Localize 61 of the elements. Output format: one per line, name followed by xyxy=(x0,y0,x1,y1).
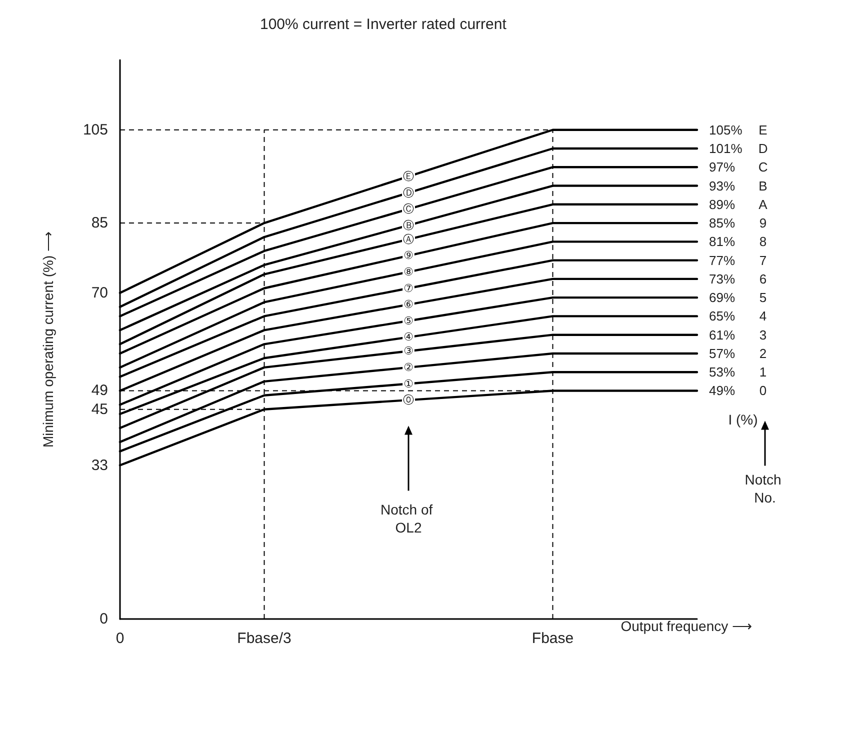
annotation: Ⓓ xyxy=(403,186,414,200)
annotation: Ⓐ xyxy=(403,232,414,246)
series-label: 93% xyxy=(709,178,736,194)
series-label: 81% xyxy=(709,234,736,250)
text: D xyxy=(758,141,768,156)
text: 5 xyxy=(759,290,767,306)
series-label: 101% xyxy=(709,141,743,156)
text: 2 xyxy=(759,346,767,361)
text: A xyxy=(758,196,768,212)
text: Notch No. xyxy=(744,472,786,506)
annotation: ⑧ xyxy=(404,265,414,278)
series-label: 49% xyxy=(709,383,736,398)
y-tick-label: 45 xyxy=(91,400,108,418)
text: I (%) xyxy=(728,412,758,428)
text: 8 xyxy=(759,234,767,250)
y-tick-label: 0 xyxy=(100,610,108,628)
y-tick-label: 70 xyxy=(91,284,108,302)
text: C xyxy=(758,160,768,175)
chart-title: 100% current = Inverter rated current xyxy=(260,16,508,33)
series-label: 73% xyxy=(709,271,736,286)
series-label: 89% xyxy=(709,196,736,212)
annotation: ④ xyxy=(404,330,414,344)
annotation: Ⓒ xyxy=(403,202,414,216)
x-axis-title: Output frequency ⟶ xyxy=(620,618,752,634)
text: 1 xyxy=(759,364,767,380)
text: B xyxy=(758,178,768,194)
series-label: 85% xyxy=(709,216,736,231)
series-label: 57% xyxy=(709,346,736,361)
annotation: ⑨ xyxy=(404,249,414,262)
annotation: ⑦ xyxy=(404,282,414,295)
y-tick-label: 105 xyxy=(82,121,108,138)
series-label: 61% xyxy=(709,327,736,342)
annotation: ① xyxy=(404,377,414,390)
annotation: ② xyxy=(404,360,414,374)
series-label: 69% xyxy=(709,290,736,306)
series-label: 77% xyxy=(709,252,736,268)
x-tick-label: Fbase xyxy=(532,630,574,647)
annotation: ⑤ xyxy=(404,314,414,328)
x-tick-label: 0 xyxy=(116,630,124,647)
y-tick-label: 85 xyxy=(91,214,108,232)
text: 0 xyxy=(759,383,767,398)
annotation: Ⓑ xyxy=(403,218,414,232)
series-label: 65% xyxy=(709,308,736,324)
text: E xyxy=(758,122,768,138)
text: 7 xyxy=(759,252,767,268)
annotation: ⓪ xyxy=(403,394,414,407)
text: 3 xyxy=(759,327,767,342)
text: 6 xyxy=(759,271,767,286)
series-label: 105% xyxy=(709,122,743,138)
annotation: Ⓔ xyxy=(403,170,414,183)
annotation: ⑥ xyxy=(404,298,414,312)
annotation: ③ xyxy=(404,344,414,358)
x-tick-label: Fbase/3 xyxy=(237,630,292,647)
text: 4 xyxy=(759,308,767,324)
y-tick-label: 33 xyxy=(91,456,108,474)
series-label: 53% xyxy=(709,364,736,380)
annotation: Notch of OL2 xyxy=(380,502,437,536)
y-axis-title: Minimum operating current (%) ⟶ xyxy=(40,231,56,448)
text: 9 xyxy=(759,216,767,231)
y-tick-label: 49 xyxy=(91,382,108,400)
series-label: 97% xyxy=(709,160,736,175)
